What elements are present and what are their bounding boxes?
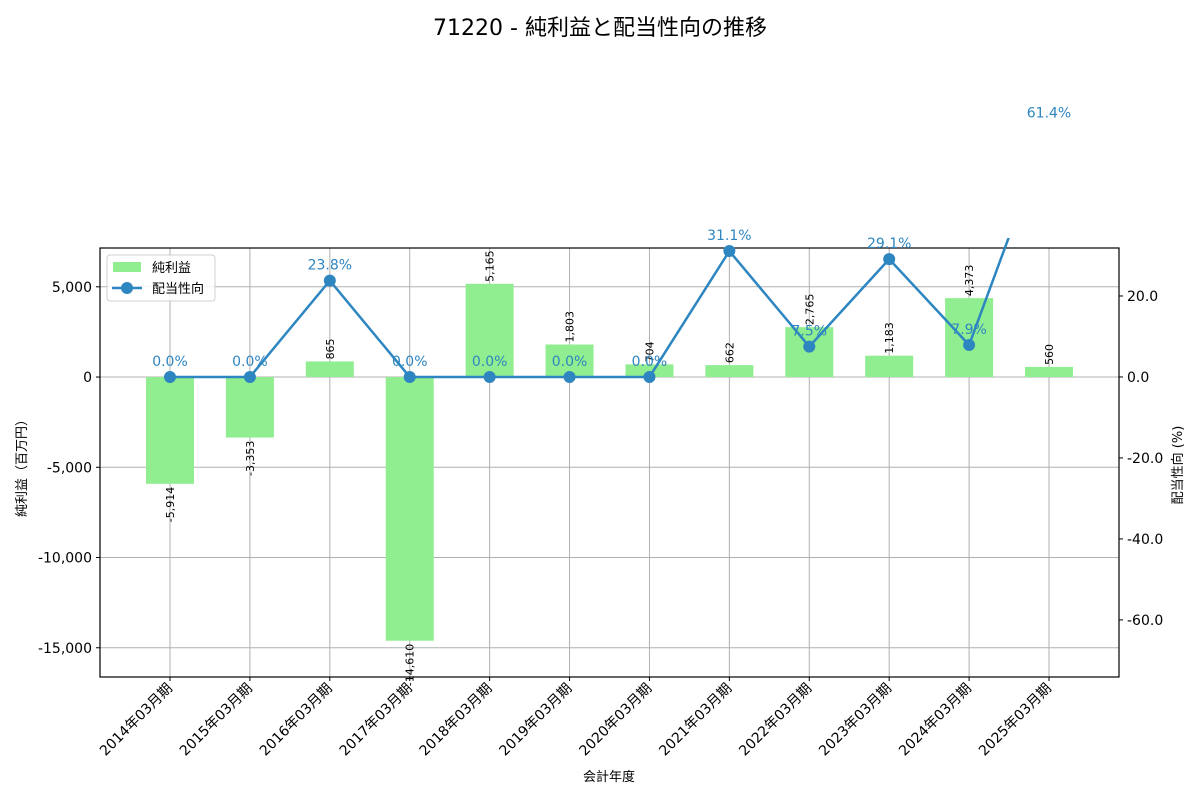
x-tick-label: 2023年03月期 (816, 681, 895, 760)
svg-text:-10,000: -10,000 (38, 551, 92, 567)
right-y-axis: 20.0 0.0 -20.0 -40.0 -60.0 (1119, 289, 1163, 629)
payout-ratio-label: 29.1% (867, 236, 911, 252)
payout-ratio-label: 61.4% (1027, 105, 1071, 121)
line-marker (963, 338, 976, 351)
svg-text:20.0: 20.0 (1127, 289, 1158, 305)
payout-ratio-label: 23.8% (308, 258, 352, 274)
net-income-bars (146, 283, 1073, 641)
bar (1025, 366, 1073, 378)
svg-text:5,000: 5,000 (52, 280, 92, 296)
payout-ratio-label: 7.9% (951, 322, 987, 338)
net-income-bar-labels: -5,914 -3,353 865 -14,610 5,165 1,803 704 662 2,… (164, 250, 1056, 686)
bar (385, 377, 434, 641)
svg-text:0.0: 0.0 (1127, 370, 1149, 386)
x-tick-label: 2017年03月期 (337, 681, 416, 760)
payout-ratio-label: 0.0% (632, 354, 668, 370)
x-tick-label: 2022年03月期 (736, 681, 815, 760)
line-marker (643, 370, 656, 383)
line-marker (403, 370, 416, 383)
bar (865, 355, 914, 378)
line-marker (483, 370, 496, 383)
bar-value-label: -5,914 (164, 487, 177, 522)
plot-area-frame (99, 247, 1120, 678)
svg-text:-60.0: -60.0 (1127, 613, 1163, 629)
left-y-axis-title: 純利益（百万円） (15, 413, 30, 517)
payout-ratio-label: 0.0% (152, 354, 188, 370)
x-axis: 2014年03月期 2015年03月期 2016年03月期 2017年03月期 2018… (97, 677, 1055, 759)
legend-label-net-income: 純利益 (152, 261, 191, 276)
line-marker (883, 253, 896, 266)
legend-line-marker (121, 282, 133, 294)
payout-ratio-label: 7.5% (791, 324, 827, 340)
x-tick-label: 2015年03月期 (177, 681, 256, 760)
bar (625, 364, 674, 378)
line-marker (243, 370, 256, 383)
x-tick-label: 2014年03月期 (97, 681, 176, 760)
left-y-axis: 5,000 0 -5,000 -10,000 -15,000 (38, 280, 100, 657)
payout-ratio-label: 0.0% (552, 354, 588, 370)
x-tick-label: 2018年03月期 (417, 681, 496, 760)
bar-value-label: 662 (723, 342, 736, 363)
payout-ratio-labels: 0.0% 0.0% 23.8% 0.0% 0.0% 0.0% 0.0% 31.1% 7.5% 29… (152, 105, 1071, 370)
svg-text:-20.0: -20.0 (1127, 451, 1163, 467)
line-marker (164, 370, 176, 383)
svg-text:-40.0: -40.0 (1127, 532, 1163, 548)
bar-value-label: 5,165 (484, 250, 497, 282)
line-marker (803, 340, 816, 353)
line-marker (323, 274, 336, 287)
chart-title: 71220 - 純利益と配当性向の推移 (433, 16, 767, 41)
payout-ratio-label: 0.0% (232, 354, 268, 370)
bar-value-label: 560 (1043, 344, 1056, 365)
bar-value-label: 1,183 (883, 322, 896, 354)
payout-ratio-label: 31.1% (707, 228, 751, 244)
bar (945, 298, 994, 378)
bar-value-label: -3,353 (244, 441, 257, 476)
bar (225, 377, 274, 438)
bar (705, 365, 754, 378)
bar-value-label: 865 (324, 338, 337, 359)
x-tick-label: 2025年03月期 (976, 681, 1055, 760)
bar-value-label: 2,765 (803, 294, 816, 326)
x-tick-label: 2024年03月期 (896, 681, 975, 760)
payout-ratio-label: 0.0% (472, 354, 508, 370)
svg-text:-15,000: -15,000 (38, 641, 92, 657)
x-tick-label: 2020年03月期 (576, 681, 655, 760)
x-axis-title: 会計年度 (583, 769, 635, 785)
line-marker (563, 370, 576, 383)
bar (305, 361, 354, 378)
bar-value-label: 4,373 (963, 265, 976, 297)
x-tick-label: 2016年03月期 (257, 681, 336, 760)
legend-bar-swatch (113, 262, 141, 272)
bar-value-label: -14,610 (404, 644, 417, 686)
svg-text:-5,000: -5,000 (47, 460, 92, 476)
legend-label-payout-ratio: 配当性向 (152, 281, 204, 297)
svg-text:0: 0 (83, 370, 92, 386)
bar (146, 377, 194, 484)
payout-ratio-label: 0.0% (392, 354, 428, 370)
x-tick-label: 2021年03月期 (656, 681, 735, 760)
line-marker (723, 245, 736, 258)
payout-ratio-line (164, 238, 1010, 383)
right-y-axis-title: 配当性向 (%) (1170, 426, 1186, 505)
x-tick-label: 2019年03月期 (497, 681, 576, 760)
bar-value-label: 704 (643, 341, 656, 362)
bar-value-label: 1,803 (564, 311, 577, 343)
bar (465, 283, 514, 378)
